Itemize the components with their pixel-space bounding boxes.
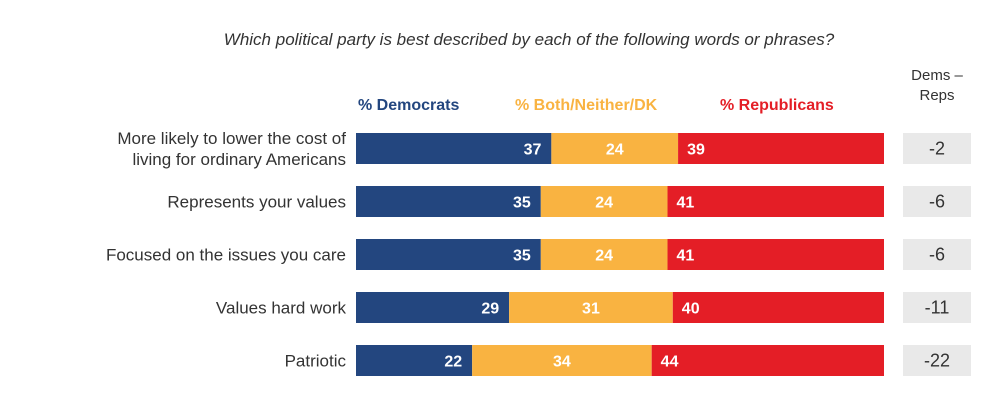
- legend-republicans: % Republicans: [720, 97, 834, 114]
- difference-box: [903, 292, 971, 323]
- legend-democrats: % Democrats: [358, 97, 459, 114]
- data-label-democrats: 35: [513, 195, 531, 212]
- category-label: More likely to lower the cost of: [117, 129, 346, 148]
- bar-segment-republicans: [667, 186, 884, 217]
- data-label-republicans: 41: [677, 248, 695, 265]
- bar-segment-republicans: [678, 133, 884, 164]
- bar-segment-both-neither-dk: [540, 186, 668, 217]
- chart-title: Which political party is best described …: [224, 30, 835, 49]
- data-label-both-neither-dk: 24: [595, 248, 613, 265]
- bar-segment-democrats: [356, 133, 552, 164]
- difference-box: [903, 345, 971, 376]
- bar-segment-republicans: [672, 292, 884, 323]
- bars: More likely to lower the cost of living f…: [106, 129, 971, 376]
- difference-value: -2: [929, 139, 945, 159]
- difference-box: [903, 186, 971, 217]
- bar-segment-republicans: [651, 345, 884, 376]
- category-label: Focused on the issues you care: [106, 246, 346, 265]
- bar-segment-democrats: [356, 186, 541, 217]
- category-label: Patriotic: [285, 352, 347, 371]
- difference-box: [903, 133, 971, 164]
- data-label-republicans: 41: [677, 195, 695, 212]
- bar-segment-democrats: [356, 345, 473, 376]
- data-label-republicans: 40: [682, 301, 700, 318]
- bar-segment-both-neither-dk: [551, 133, 679, 164]
- legend-both-neither-dk: % Both/Neither/DK: [515, 97, 658, 114]
- bar-segment-both-neither-dk: [472, 345, 652, 376]
- data-label-both-neither-dk: 24: [606, 142, 624, 159]
- category-label: Represents your values: [167, 193, 346, 212]
- data-label-democrats: 29: [481, 301, 499, 318]
- difference-column-header: Dems – Reps: [911, 67, 963, 104]
- difference-header-line: Dems –: [911, 67, 963, 84]
- category-label: living for ordinary Americans: [132, 150, 346, 169]
- difference-value: -22: [924, 351, 950, 371]
- legend: % Democrats % Both/Neither/DK % Republican…: [358, 97, 834, 114]
- difference-value: -6: [929, 192, 945, 212]
- bar-segment-democrats: [356, 239, 541, 270]
- difference-box: [903, 239, 971, 270]
- data-label-democrats: 35: [513, 248, 531, 265]
- data-label-democrats: 37: [524, 142, 542, 159]
- data-label-both-neither-dk: 24: [595, 195, 613, 212]
- bar-segment-both-neither-dk: [540, 239, 668, 270]
- difference-value: -11: [925, 298, 950, 318]
- data-label-democrats: 22: [444, 354, 462, 371]
- bar-segment-both-neither-dk: [509, 292, 673, 323]
- data-label-republicans: 39: [687, 142, 705, 159]
- data-label-both-neither-dk: 31: [582, 301, 600, 318]
- data-label-republicans: 44: [661, 354, 679, 371]
- difference-header-line: Reps: [919, 87, 954, 104]
- bar-segment-democrats: [356, 292, 510, 323]
- data-label-both-neither-dk: 34: [553, 354, 571, 371]
- bar-segment-republicans: [667, 239, 884, 270]
- category-label: Values hard work: [216, 299, 347, 318]
- difference-value: -6: [929, 245, 945, 265]
